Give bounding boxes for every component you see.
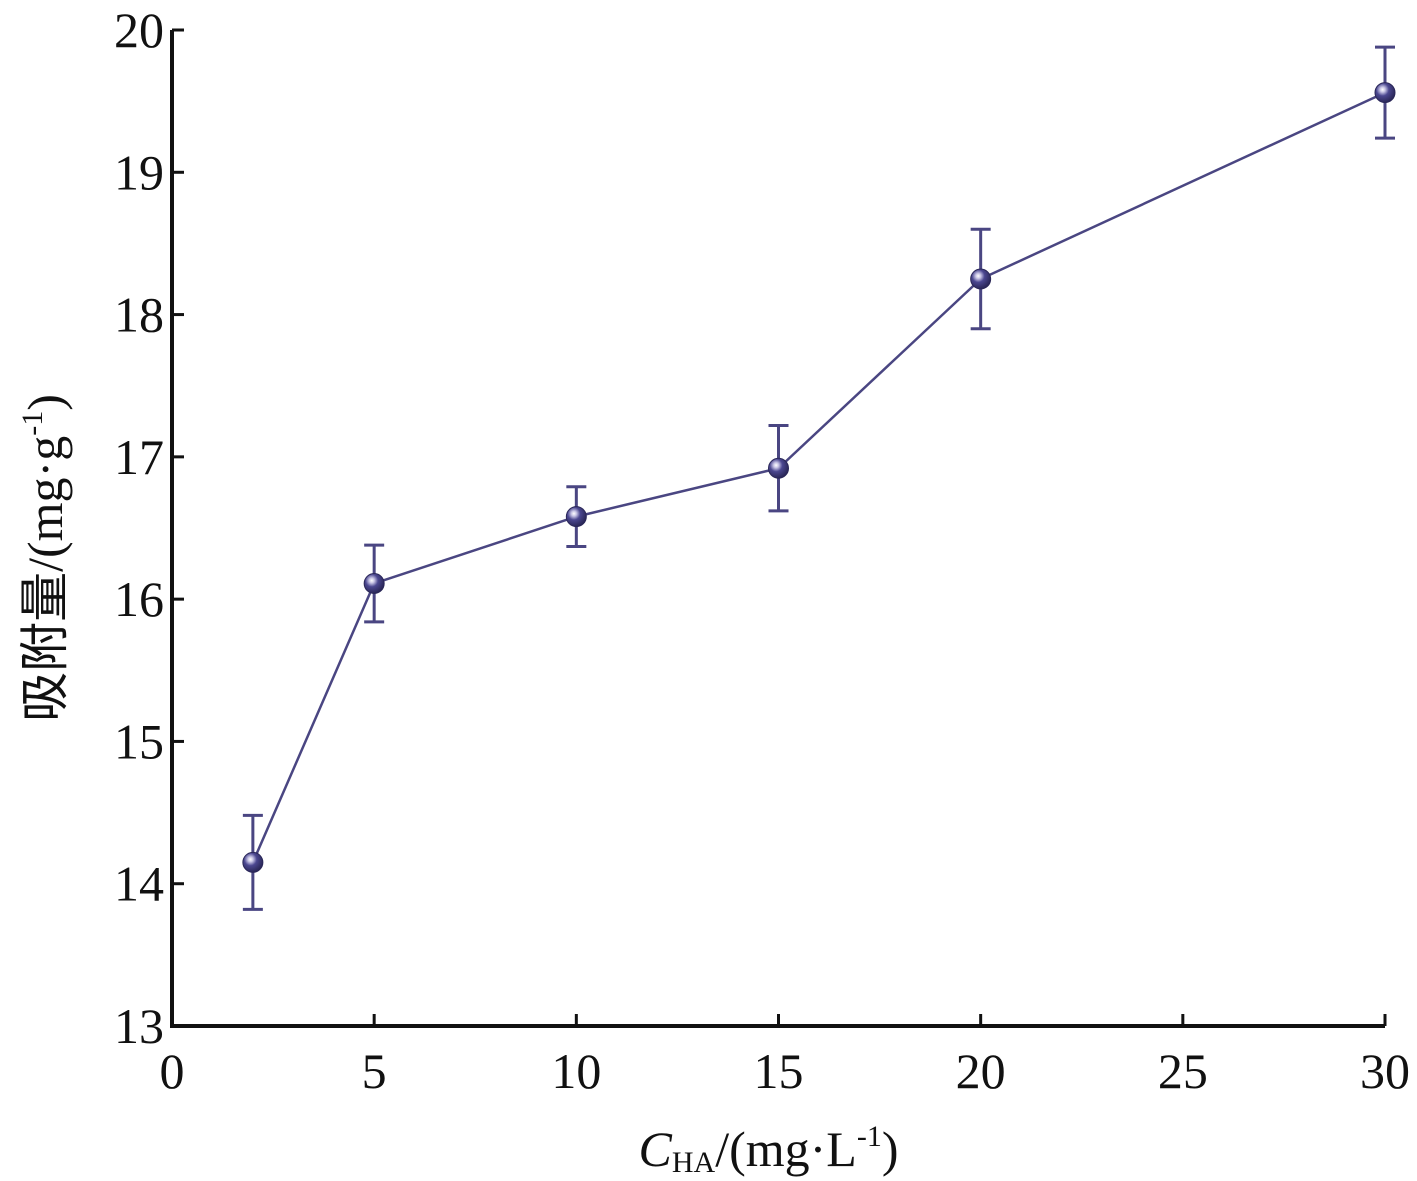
x-axis-title-sub: HA [672,1146,716,1179]
y-tick-label: 19 [114,144,164,200]
y-axis-title: 吸附量/(mg·g-1) [16,394,73,722]
data-point [363,572,385,594]
y-axis-title-main: 吸附量/(mg·g [17,436,73,722]
y-axis-title-sup: -1 [16,411,49,436]
x-tick-label: 25 [1158,1043,1208,1099]
x-axis-title-main: C [639,1121,673,1177]
data-point [565,506,587,528]
y-tick-label: 15 [114,713,164,769]
y-tick-label: 20 [114,2,164,58]
data-point [970,268,992,290]
x-tick-label: 0 [160,1043,185,1099]
data-point [768,457,789,479]
x-tick-label: 10 [551,1043,601,1099]
x-axis-title: CHA/(mg·L-1) [639,1120,899,1179]
x-tick-label: 5 [362,1043,387,1099]
data-point [1374,82,1396,104]
x-axis-title-unit-suffix: ) [882,1121,899,1177]
y-tick-label: 17 [114,429,164,485]
y-tick-label: 16 [114,571,164,627]
y-axis-title-suffix: ) [17,394,73,411]
axes: 13 14 15 16 17 18 19 20 0 5 10 15 20 25 30 [114,2,1410,1099]
series-group [242,45,1396,911]
x-axis-title-unit-sup: -1 [857,1120,882,1153]
y-tick-label: 18 [114,287,164,343]
axis-labels: CHA/(mg·L-1) 吸附量/(mg·g-1) [16,394,899,1179]
y-tick-label: 13 [114,998,164,1054]
x-tick-label: 15 [754,1043,804,1099]
x-tick-label: 20 [956,1043,1006,1099]
y-tick-label: 14 [114,856,164,912]
axis-frame [170,30,1385,1028]
data-point [242,851,264,873]
x-tick-label: 30 [1360,1043,1410,1099]
series-line [251,91,1386,863]
x-axis-title-unit: /(mg·L [715,1121,857,1177]
